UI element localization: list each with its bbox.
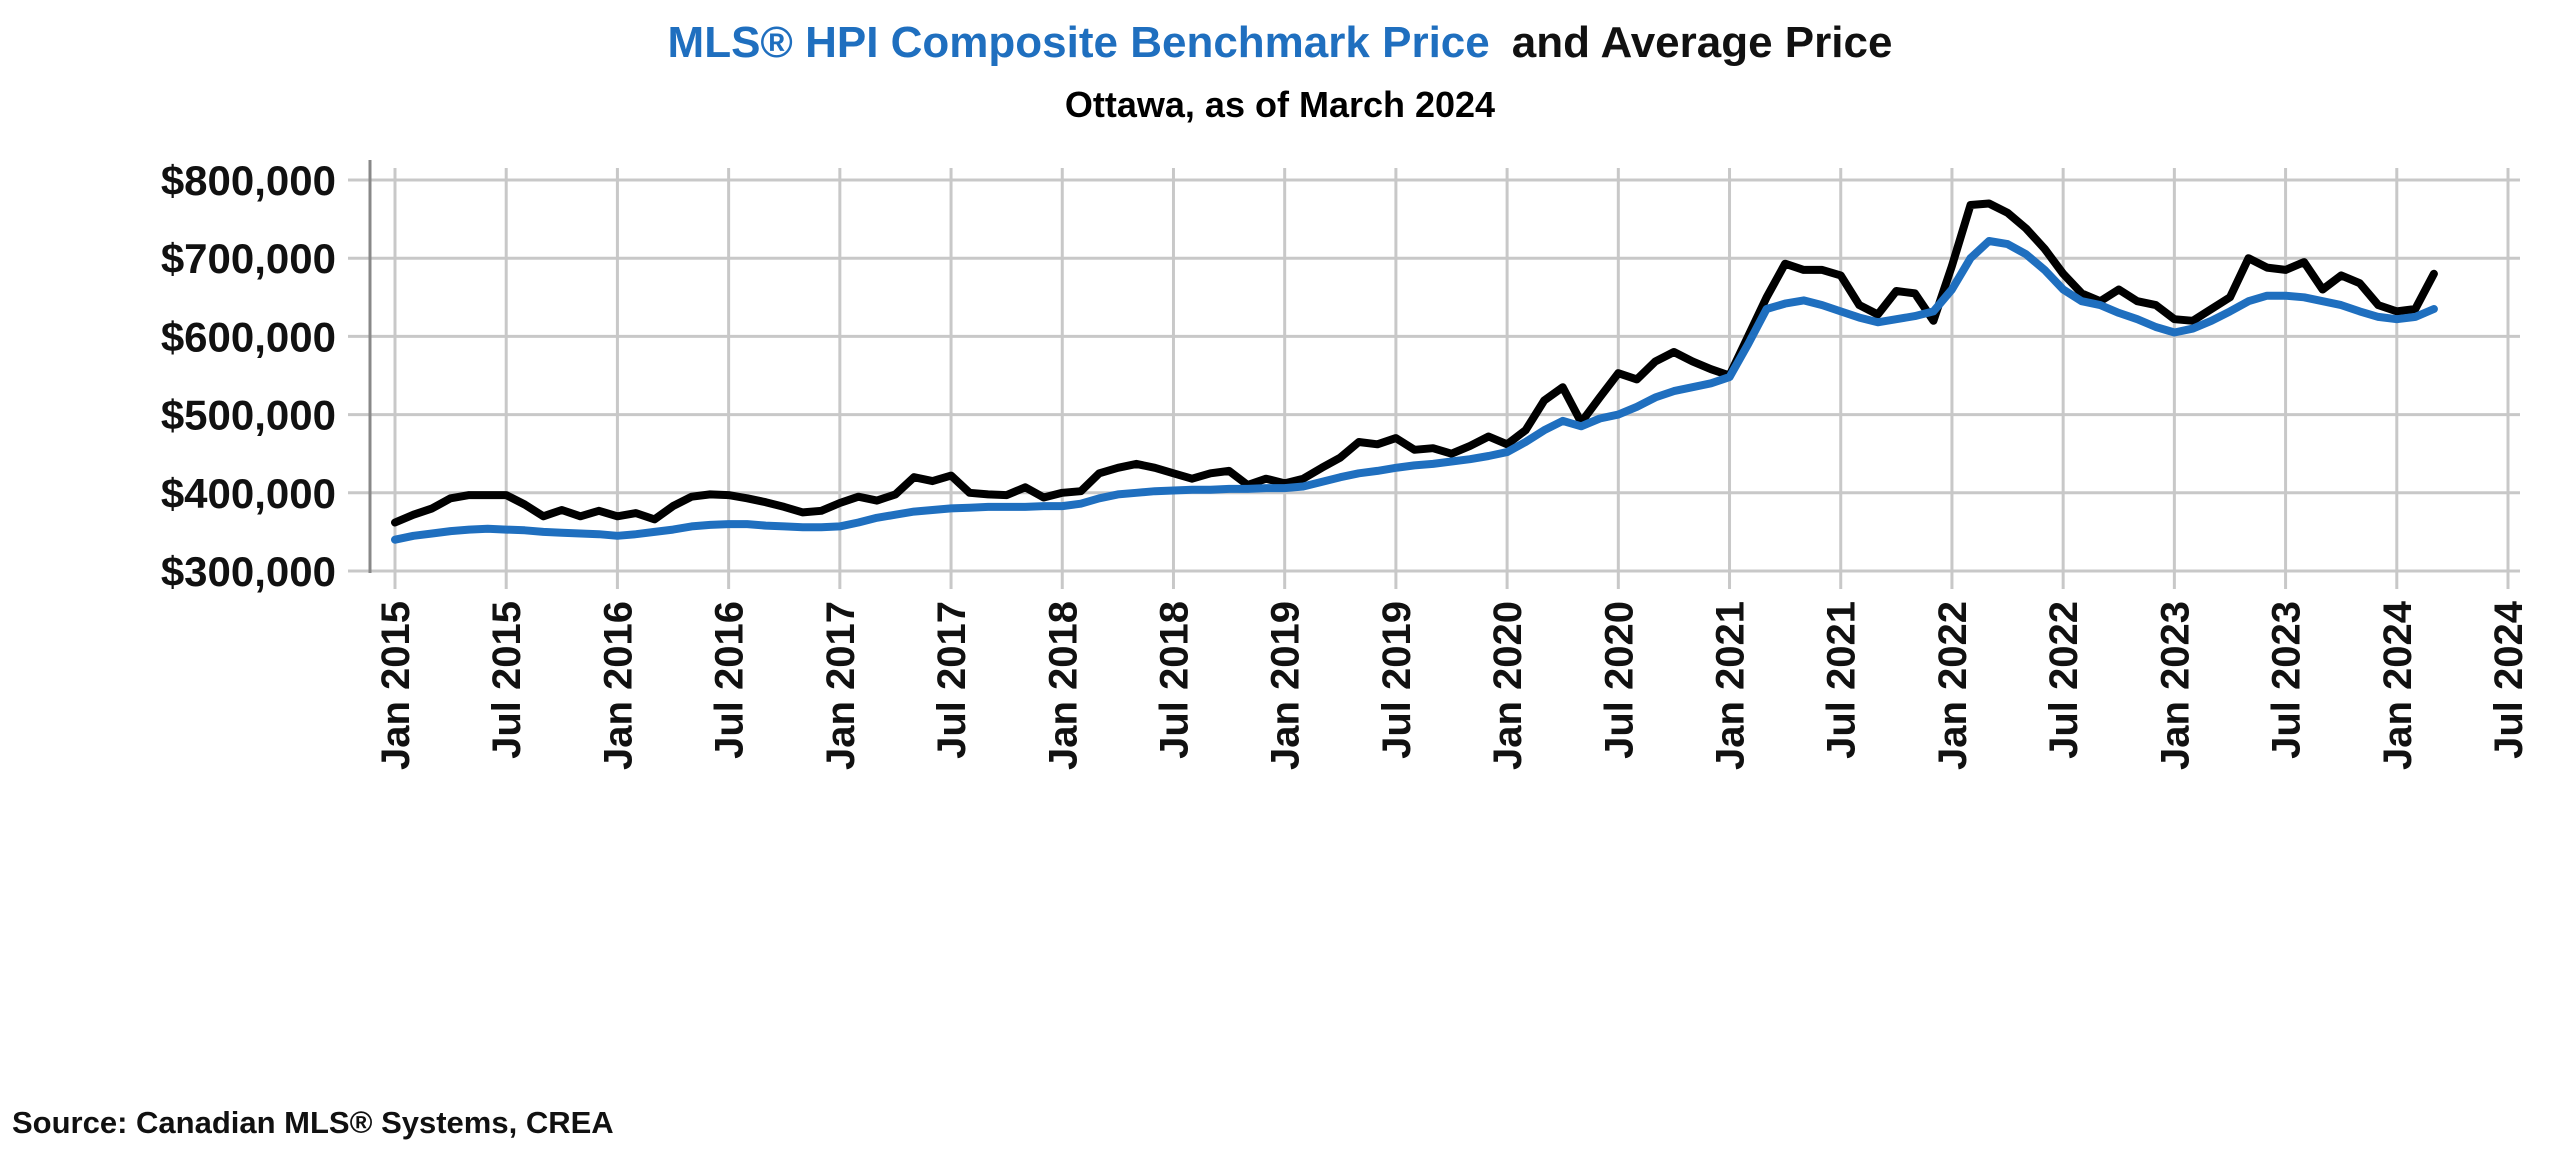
x-tick-label: Jul 2021 [1820, 601, 1864, 759]
x-tick-label: Jul 2023 [2265, 601, 2309, 759]
source-note: Source: Canadian MLS® Systems, CREA [12, 1105, 614, 1140]
chart-subtitle: Ottawa, as of March 2024 [1064, 84, 1496, 125]
series-lines [391, 199, 2438, 544]
x-tick-label: Jul 2016 [708, 601, 752, 759]
x-tick-label: Jul 2020 [1597, 601, 1641, 759]
x-tick-label: Jan 2019 [1264, 601, 1308, 770]
x-tick-label: Jan 2018 [1041, 601, 1085, 770]
line-chart: $300,000 $400,000 $500,000 $600,000 $700,000… [161, 157, 2531, 770]
x-tick-label: Jan 2023 [2153, 601, 2197, 770]
y-tick-label: $500,000 [161, 392, 336, 439]
chart-title-average: and Average Price [1511, 18, 1893, 67]
chart-title-hpi: MLS® HPI Composite Benchmark Price [667, 18, 1490, 67]
x-tick-label: Jan 2016 [596, 601, 640, 770]
y-tick-label: $800,000 [161, 157, 336, 204]
hpi-benchmark-price-line [391, 237, 2438, 544]
x-tick-label: Jan 2021 [1709, 601, 1753, 770]
y-tick-label: $300,000 [161, 548, 336, 595]
x-tick-label: Jul 2024 [2487, 600, 2531, 759]
y-tick-label: $600,000 [161, 313, 336, 360]
y-tick-label: $700,000 [161, 235, 336, 282]
x-tick-label: Jan 2017 [819, 601, 863, 770]
x-tick-label: Jan 2024 [2376, 600, 2420, 770]
chart-title: MLS® HPI Composite Benchmark Price and Av… [0, 18, 2560, 68]
x-axis: Jan 2015 Jul 2015 Jan 2016 Jul 2016 Jan 2017… [374, 600, 2531, 770]
y-tick-label: $400,000 [161, 470, 336, 517]
x-tick-label: Jul 2018 [1152, 601, 1196, 759]
y-axis: $300,000 $400,000 $500,000 $600,000 $700,000… [161, 157, 372, 595]
average-price-line [391, 199, 2438, 527]
x-tick-label: Jul 2019 [1375, 601, 1419, 759]
x-tick-label: Jan 2022 [1931, 601, 1975, 770]
x-tick-label: Jan 2020 [1486, 601, 1530, 770]
x-tick-label: Jul 2015 [485, 601, 529, 759]
x-tick-label: Jul 2017 [930, 601, 974, 759]
x-tick-label: Jul 2022 [2042, 601, 2086, 759]
x-tick-label: Jan 2015 [374, 601, 418, 770]
